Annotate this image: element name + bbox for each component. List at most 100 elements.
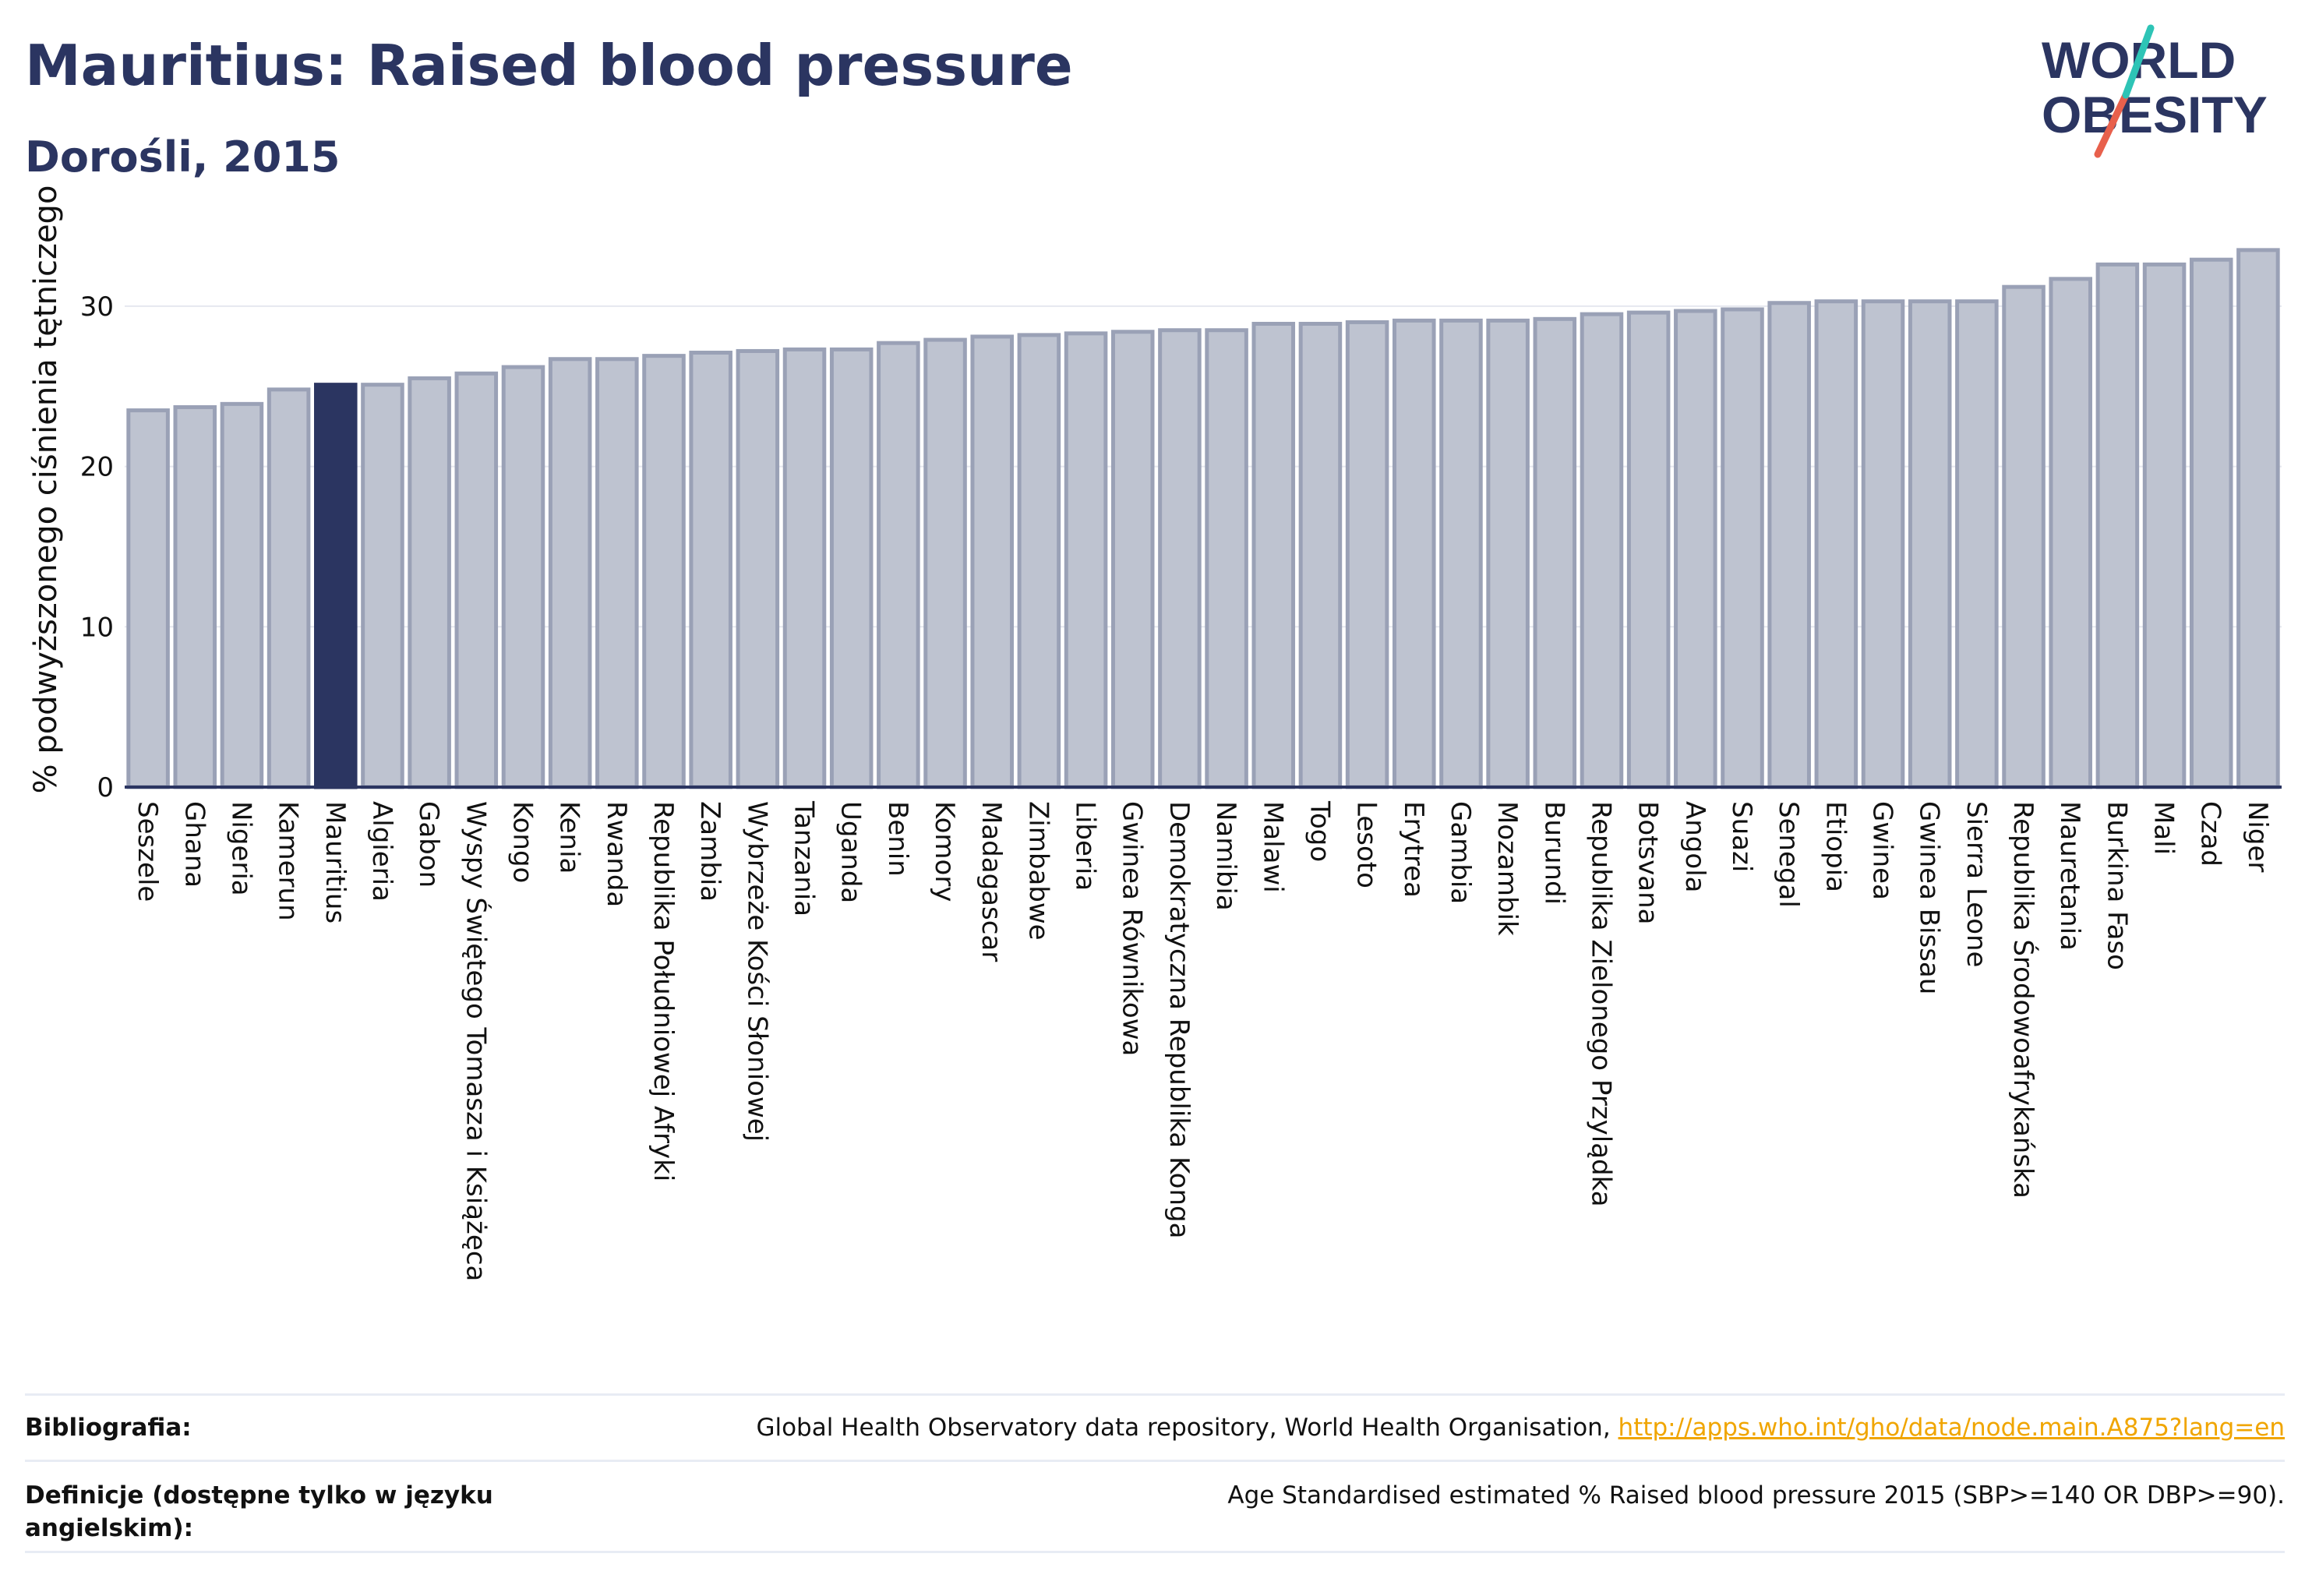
bar bbox=[501, 365, 545, 789]
bar bbox=[1580, 312, 1624, 789]
x-tick-label: Rwanda bbox=[601, 801, 632, 907]
bibliography-row: Bibliografia: Global Health Observatory … bbox=[25, 1393, 2285, 1460]
x-tick-label: Madagascar bbox=[976, 801, 1007, 962]
bar bbox=[1064, 331, 1108, 789]
bar bbox=[1017, 333, 1061, 789]
x-tick-label: Erytrea bbox=[1398, 801, 1429, 898]
x-tick-label: Suazi bbox=[1726, 801, 1757, 872]
definition-row: Definicje (dostępne tylko w języku angie… bbox=[25, 1460, 2285, 1553]
x-tick-label: Demokratyczna Republika Konga bbox=[1163, 801, 1195, 1238]
bar bbox=[1767, 301, 1811, 789]
definition-label: Definicje (dostępne tylko w języku angie… bbox=[25, 1481, 493, 1542]
x-tick-label: Czad bbox=[2195, 801, 2226, 867]
x-tick-label: Gwinea Bissau bbox=[1914, 801, 1945, 994]
bar bbox=[1674, 309, 1717, 789]
footer: Bibliografia: Global Health Observatory … bbox=[25, 1393, 2285, 1553]
x-tick-label: Mozambik bbox=[1491, 801, 1523, 936]
x-tick-label: Mauretania bbox=[2054, 801, 2085, 951]
x-tick-label: Gwinea bbox=[1867, 801, 1898, 900]
x-tick-label: Kamerun bbox=[273, 801, 304, 921]
x-tick-label: Seszele bbox=[132, 801, 163, 902]
x-tick-label: Liberia bbox=[1070, 801, 1101, 891]
bar bbox=[314, 383, 358, 789]
bar bbox=[782, 347, 827, 789]
x-tick-label: Lesoto bbox=[1351, 801, 1382, 888]
x-tick-label: Mauritius bbox=[319, 801, 351, 923]
x-tick-label: Sierra Leone bbox=[1961, 801, 1992, 967]
bar bbox=[877, 341, 920, 789]
x-tick-label: Gabon bbox=[413, 801, 444, 888]
x-tick-label: Burundi bbox=[1538, 801, 1569, 905]
bar bbox=[689, 351, 732, 789]
world-obesity-logo: WORLD OBESITY bbox=[2042, 24, 2268, 158]
x-tick-label: Malawi bbox=[1257, 801, 1288, 893]
bar-chart: 0 10 20 30 Seszele Ghana Nigeria Kamerun Maurit… bbox=[28, 185, 2282, 1281]
x-tick-label: Uganda bbox=[835, 801, 867, 903]
x-tick-label: Etiopia bbox=[1820, 801, 1851, 892]
bar bbox=[1158, 328, 1202, 789]
x-tick-label: Republika Południowej Afryki bbox=[648, 801, 679, 1181]
bar bbox=[970, 334, 1014, 789]
bar bbox=[1626, 310, 1671, 789]
x-tick-label: Algieria bbox=[366, 801, 397, 902]
bibliography-label: Bibliografia: bbox=[25, 1414, 192, 1442]
bar bbox=[126, 408, 170, 789]
bar bbox=[1486, 318, 1530, 789]
x-tick-label: Namibia bbox=[1210, 801, 1241, 911]
y-tick-label: 20 bbox=[80, 452, 114, 483]
bar bbox=[1251, 321, 1296, 789]
bar bbox=[173, 404, 217, 789]
bar bbox=[2095, 262, 2140, 789]
x-tick-label: Benin bbox=[882, 801, 913, 877]
x-tick-label: Zambia bbox=[694, 801, 725, 902]
bar bbox=[1861, 299, 1905, 789]
x-tick-label: Mali bbox=[2148, 801, 2180, 855]
x-tick-label: Gambia bbox=[1445, 801, 1476, 904]
y-tick-label: 0 bbox=[97, 772, 114, 803]
x-tick-label: Nigeria bbox=[225, 801, 256, 896]
logo-slash-upper bbox=[2122, 24, 2155, 99]
bar bbox=[1814, 299, 1858, 789]
bibliography-value: Global Health Observatory data repositor… bbox=[756, 1411, 2285, 1444]
x-tick-label: Komory bbox=[929, 801, 960, 902]
bar bbox=[267, 387, 311, 789]
bar bbox=[361, 383, 404, 789]
x-axis-ticks: Seszele Ghana Nigeria Kamerun Mauritius Algie… bbox=[132, 800, 2273, 1281]
bar bbox=[642, 354, 686, 789]
bar bbox=[2189, 257, 2233, 789]
page-subtitle: Dorośli, 2015 bbox=[25, 132, 341, 182]
y-tick-label: 10 bbox=[80, 612, 114, 643]
bibliography-link[interactable]: http://apps.who.int/gho/data/node.main.A… bbox=[1618, 1414, 2285, 1442]
x-tick-label: Ghana bbox=[178, 801, 210, 888]
x-tick-label: Togo bbox=[1304, 800, 1335, 862]
definition-text: Age Standardised estimated % Raised bloo… bbox=[1227, 1481, 2285, 1509]
bar bbox=[408, 376, 451, 789]
bar bbox=[2002, 284, 2046, 789]
x-tick-label: Kongo bbox=[507, 801, 538, 883]
x-tick-label: Botsvana bbox=[1633, 801, 1664, 925]
x-tick-label: Senegal bbox=[1773, 801, 1804, 908]
x-tick-label: Wyspy Świętego Tomasza i Książęca bbox=[460, 801, 492, 1281]
x-tick-label: Republika Środowoafrykańska bbox=[2007, 801, 2039, 1199]
x-tick-label: Kenia bbox=[554, 801, 585, 874]
x-tick-label: Wybrzeże Kości Słoniowej bbox=[741, 801, 772, 1142]
y-tick-label: 30 bbox=[80, 291, 114, 323]
y-axis-ticks: 0 10 20 30 bbox=[80, 291, 114, 803]
bar bbox=[1345, 320, 1389, 789]
bibliography-text: Global Health Observatory data repositor… bbox=[756, 1414, 1618, 1442]
x-tick-label: Angola bbox=[1679, 801, 1710, 892]
logo-line2: OBESITY bbox=[2042, 86, 2268, 143]
x-tick-label: Zimbabwe bbox=[1022, 801, 1054, 941]
bar bbox=[1298, 321, 1343, 789]
bar bbox=[1908, 299, 1952, 789]
bar bbox=[829, 347, 874, 789]
bar bbox=[923, 337, 967, 789]
bar bbox=[1205, 328, 1248, 789]
bar bbox=[1533, 316, 1577, 789]
bar bbox=[1110, 330, 1155, 789]
bar bbox=[1393, 318, 1436, 789]
bar bbox=[2049, 277, 2092, 789]
x-tick-label: Burkina Faso bbox=[2101, 801, 2132, 970]
x-tick-label: Niger bbox=[2242, 801, 2273, 872]
bar bbox=[548, 357, 592, 789]
